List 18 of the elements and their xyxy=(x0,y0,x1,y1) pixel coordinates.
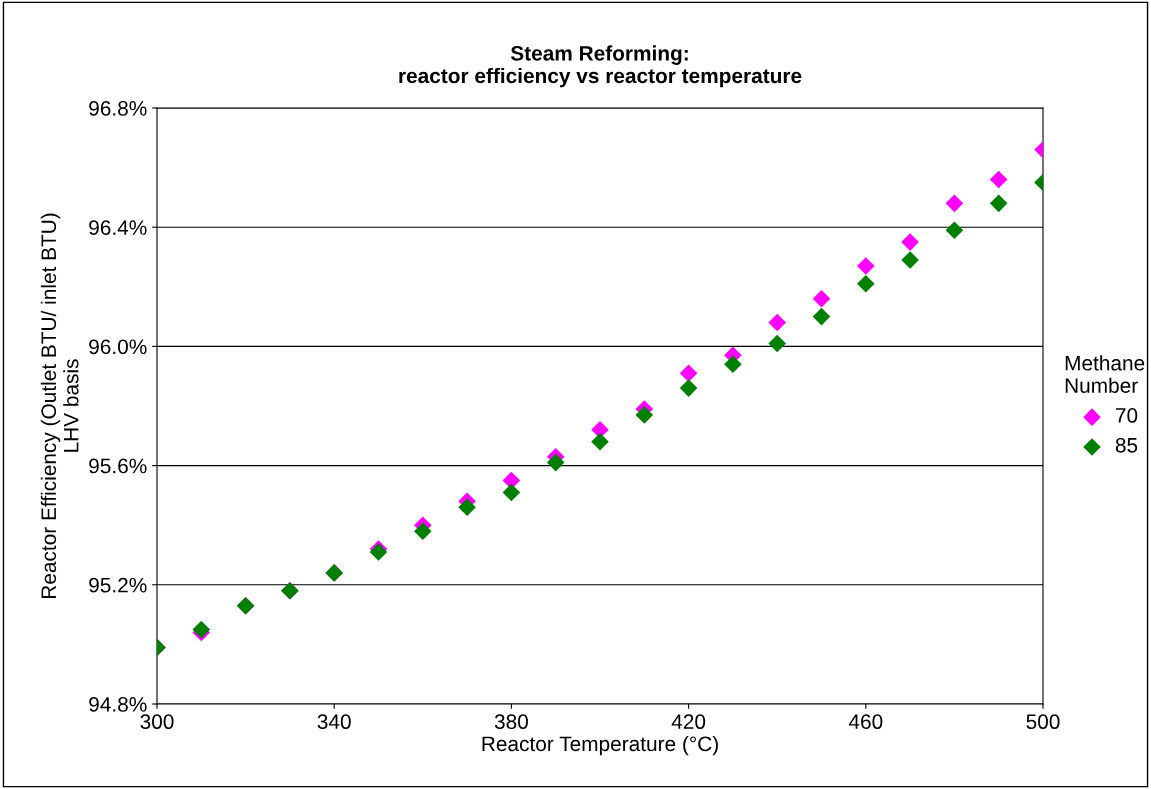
y-tick-label: 95.2% xyxy=(89,577,147,593)
x-tick-label: 380 xyxy=(494,714,528,730)
x-tick-label: 420 xyxy=(671,714,706,730)
y-axis-title: Reactor Efficiency (Outlet BTU/ inlet BTU) LHV basis xyxy=(40,213,79,599)
x-tick-label: 300 xyxy=(140,714,174,730)
legend-label: 70 xyxy=(1115,408,1138,423)
y-tick-label: 95.6% xyxy=(89,458,147,474)
x-axis-title: Reactor Temperature (°C) xyxy=(482,735,718,756)
y-tick-label: 96.8% xyxy=(89,101,147,116)
legend-title: Methane Number xyxy=(1065,355,1145,393)
x-tick-label: 460 xyxy=(848,714,883,730)
y-tick-label: 96.4% xyxy=(89,220,147,235)
x-tick-label: 340 xyxy=(317,714,351,730)
x-tick-label: 500 xyxy=(1026,714,1060,730)
y-tick-label: 94.8% xyxy=(89,697,147,712)
y-tick-label: 96.0% xyxy=(89,339,147,355)
chart-title: Steam Reforming: reactor efficiency vs reactor temperature xyxy=(399,45,802,88)
legend-label: 85 xyxy=(1115,437,1138,453)
